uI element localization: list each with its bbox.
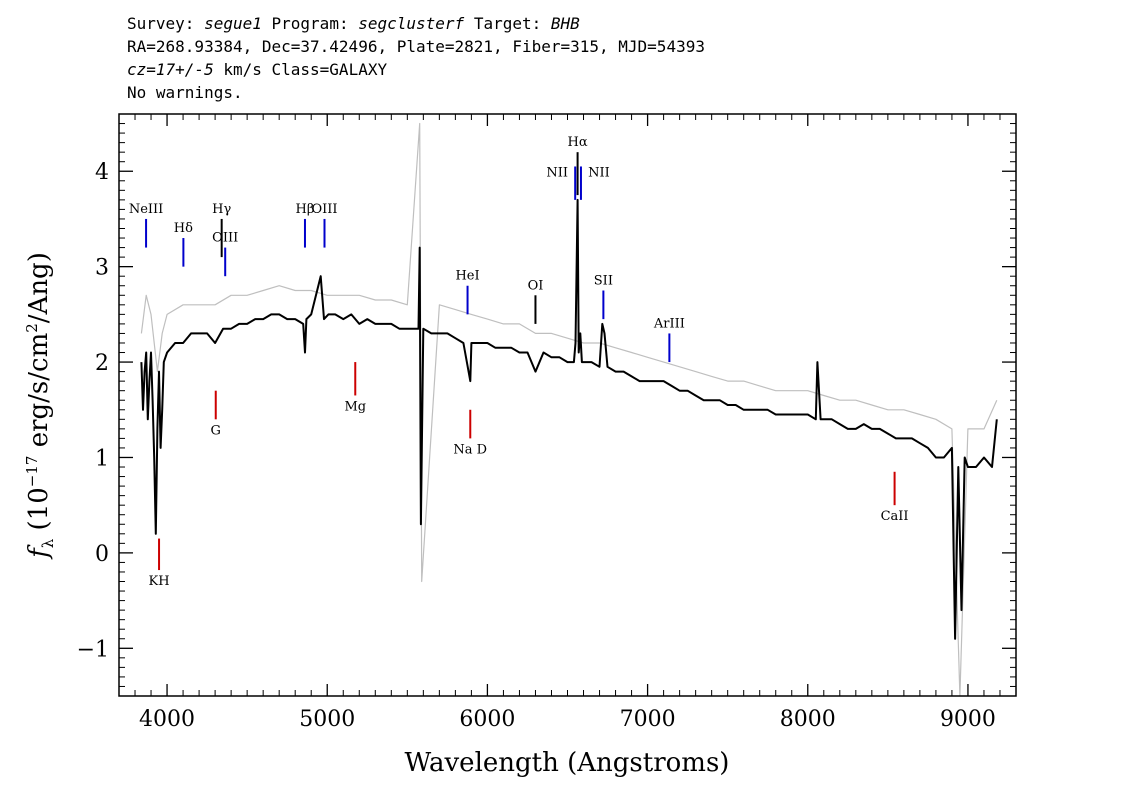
y-tick-label: 4 — [95, 160, 109, 185]
line-label-9: Hα — [568, 135, 588, 150]
spectrum-header: Survey: segue1 Program: segclusterf Targ… — [127, 12, 705, 104]
y-tick-label: −1 — [77, 637, 109, 662]
line-label-13: KH — [149, 574, 170, 589]
x-tick-label: 8000 — [780, 707, 836, 732]
tick-layer: 4000 5000 6000 7000 8000 9000 −1 0 1 2 3 4 — [77, 113, 1016, 732]
line-label-2: Hγ — [212, 202, 231, 217]
target-name: BHB — [550, 14, 580, 33]
y-tick-label: 3 — [95, 256, 109, 281]
y-tick-label: 1 — [95, 446, 109, 471]
header-line-2: RA=268.93384, Dec=37.42496, Plate=2821, … — [127, 37, 705, 56]
header-line-3: cz=17+/-5 km/s Class=GALAXY — [127, 60, 388, 79]
line-label-14: G — [211, 423, 221, 438]
series-layer — [140, 122, 998, 697]
line-label-16: Na D — [453, 442, 487, 457]
line-label-5: OIII — [311, 202, 337, 217]
y-axis-label: fλ (10−17 erg/s/cm2/Ang) — [23, 252, 57, 560]
line-label-3: OIII — [212, 231, 238, 246]
line-label-1: Hδ — [174, 221, 193, 236]
line-label-8: NII — [546, 165, 568, 180]
y-tick-label: 0 — [95, 542, 109, 567]
plot-frame — [118, 113, 1017, 697]
x-tick-label: 5000 — [299, 707, 355, 732]
line-label-12: ArIII — [653, 316, 685, 331]
x-tick-label: 4000 — [139, 707, 195, 732]
line-label-11: SII — [594, 274, 613, 289]
cz-value: cz=17+/-5 — [127, 60, 214, 79]
x-tick-label: 9000 — [940, 707, 996, 732]
header-line-1: Survey: segue1 Program: segclusterf Targ… — [127, 14, 580, 33]
flux-series-line — [140, 198, 998, 640]
header-line-4: No warnings. — [127, 83, 243, 102]
error-series-line — [140, 122, 998, 697]
line-label-10: NII — [588, 165, 610, 180]
survey-name: segue1 — [204, 14, 262, 33]
y-tick-label: 2 — [95, 351, 109, 376]
line-label-15: Mg — [344, 399, 366, 414]
line-label-6: HeI — [455, 269, 479, 284]
line-label-0: NeIII — [129, 202, 163, 217]
x-tick-label: 6000 — [459, 707, 515, 732]
x-axis-label: Wavelength (Angstroms) — [405, 748, 730, 778]
line-label-4: Hβ — [296, 202, 315, 217]
line-label-7: OI — [528, 278, 544, 293]
x-tick-label: 7000 — [620, 707, 676, 732]
program-name: segclusterf — [358, 14, 465, 33]
annotation-layer: NeIIIHδHγOIIIHβOIIIHeIOINIIHαNIISIIArIII… — [129, 135, 909, 589]
line-label-17: CaII — [881, 509, 909, 524]
